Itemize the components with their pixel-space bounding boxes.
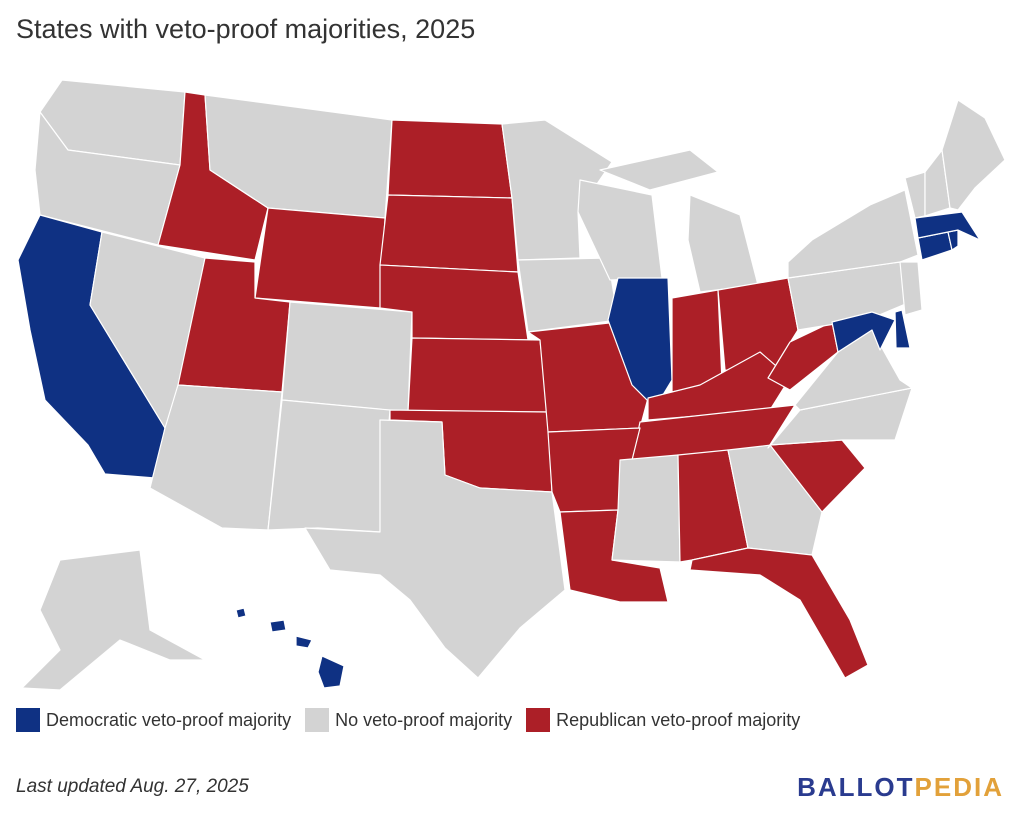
state-AK — [21, 549, 206, 691]
state-HI1 — [235, 607, 247, 619]
state-KS — [407, 337, 549, 413]
legend-item-republican: Republican veto-proof majority — [526, 708, 800, 732]
state-FL — [689, 547, 869, 679]
state-IA — [517, 257, 619, 333]
legend-label-democratic: Democratic veto-proof majority — [46, 709, 292, 730]
legend-label-none: No veto-proof majority — [335, 709, 513, 730]
logo-part-pedia: PEDIA — [914, 772, 1004, 802]
state-WY — [254, 207, 386, 309]
state-MD — [831, 311, 896, 353]
state-MIU — [599, 149, 719, 191]
state-MS — [611, 454, 681, 563]
last-updated: Last updated Aug. 27, 2025 — [16, 776, 249, 797]
state-MN — [501, 119, 613, 261]
us-map — [17, 79, 1006, 691]
state-AZ — [149, 384, 283, 531]
state-ND — [387, 119, 513, 199]
state-NM — [267, 399, 391, 533]
ballotpedia-logo: BALLOTPEDIA — [797, 772, 1004, 803]
state-TX — [304, 419, 566, 679]
state-DE — [894, 309, 911, 349]
legend-swatch-democratic — [16, 708, 40, 732]
legend: Democratic veto-proof majority No veto-p… — [16, 708, 814, 732]
legend-item-none: No veto-proof majority — [305, 708, 512, 732]
state-NY — [787, 189, 919, 279]
state-HI4 — [317, 655, 345, 689]
state-MI — [687, 194, 759, 293]
state-NJ — [899, 261, 923, 316]
state-ME — [941, 99, 1006, 211]
legend-item-democratic: Democratic veto-proof majority — [16, 708, 291, 732]
logo-part-ballot: BALLOT — [797, 772, 915, 802]
legend-swatch-none — [305, 708, 330, 732]
legend-label-republican: Republican veto-proof majority — [556, 709, 801, 730]
state-SD — [379, 194, 519, 273]
state-HI3 — [295, 635, 313, 649]
chart-title: States with veto-proof majorities, 2025 — [16, 14, 476, 44]
state-MA — [914, 211, 981, 241]
state-CO — [281, 301, 413, 413]
state-HI2 — [269, 619, 287, 633]
legend-swatch-republican — [526, 708, 551, 732]
